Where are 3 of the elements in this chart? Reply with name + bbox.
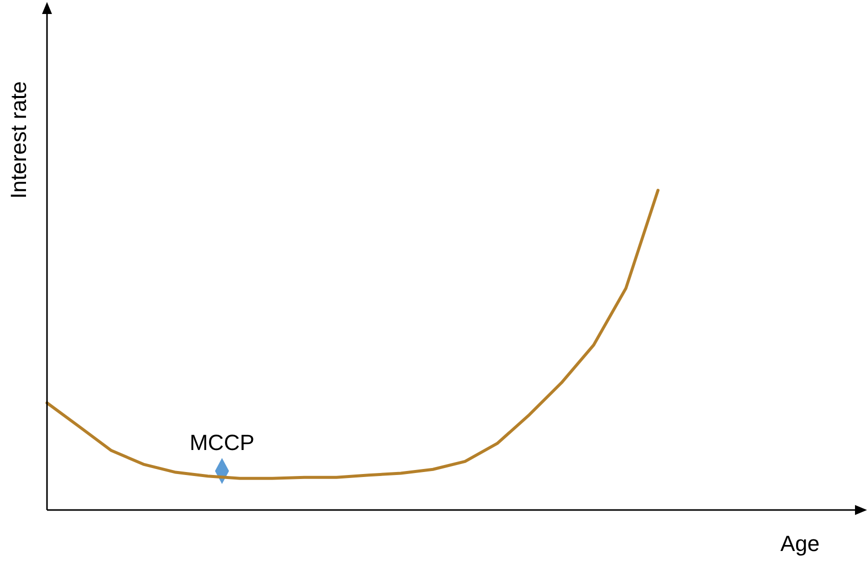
annotation: MCCP — [190, 430, 254, 456]
y-axis-title: Interest rate — [6, 81, 32, 199]
x-axis-title: Age — [780, 531, 820, 556]
